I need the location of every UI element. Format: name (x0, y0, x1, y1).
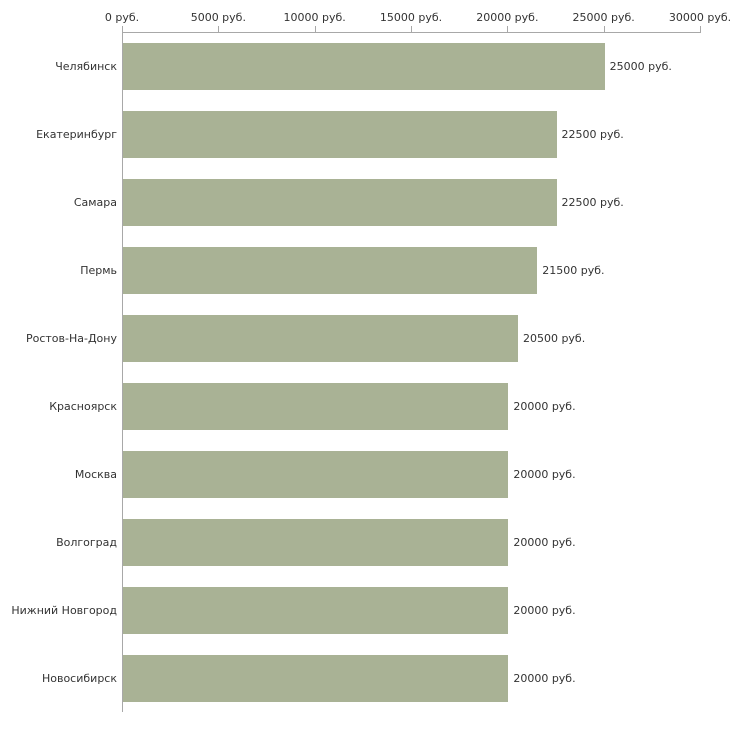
category-label: Новосибирск (41, 671, 117, 685)
x-tick-mark (122, 26, 123, 32)
x-tick-label: 10000 руб. (283, 11, 346, 24)
bar (123, 586, 509, 634)
bar (123, 246, 538, 294)
category-label: Екатеринбург (36, 127, 117, 141)
value-label: 20000 руб. (513, 535, 576, 549)
category-label: Самара (73, 195, 117, 209)
bar (123, 450, 509, 498)
bar (123, 110, 557, 158)
value-label: 22500 руб. (561, 195, 624, 209)
category-label: Нижний Новгород (11, 603, 117, 617)
x-tick-label: 0 руб. (104, 11, 140, 24)
category-label: Москва (74, 467, 117, 481)
x-tick-mark (314, 26, 316, 32)
bar (123, 518, 509, 566)
category-label: Ростов-На-Дону (25, 331, 117, 345)
value-label: 20000 руб. (513, 467, 576, 481)
value-label: 20000 руб. (513, 603, 576, 617)
value-label: 25000 руб. (609, 59, 672, 73)
category-label: Челябинск (55, 59, 117, 73)
bar (123, 654, 509, 702)
x-tick-mark (700, 26, 701, 32)
bar (123, 314, 518, 362)
value-label: 20000 руб. (513, 399, 576, 413)
value-label: 20500 руб. (522, 331, 586, 345)
bar (123, 42, 605, 90)
value-label: 21500 руб. (542, 263, 605, 277)
y-axis-line (122, 32, 123, 712)
x-tick-label: 20000 руб. (476, 11, 539, 24)
bar (123, 382, 509, 430)
x-tick-mark (603, 26, 605, 32)
category-label: Красноярск (49, 399, 117, 413)
value-label: 20000 руб. (513, 671, 576, 685)
category-label: Волгоград (56, 535, 117, 549)
x-tick-label: 30000 руб. (668, 11, 730, 24)
x-tick-label: 15000 руб. (379, 11, 443, 24)
x-tick-mark (411, 26, 412, 32)
x-tick-mark (218, 26, 220, 32)
x-tick-label: 5000 руб. (190, 11, 246, 24)
bar (123, 178, 557, 226)
category-label: Пермь (80, 263, 117, 277)
x-tick-mark (507, 26, 509, 32)
value-label: 22500 руб. (561, 127, 624, 141)
x-axis-line (122, 32, 701, 33)
x-tick-label: 25000 руб. (572, 11, 635, 24)
